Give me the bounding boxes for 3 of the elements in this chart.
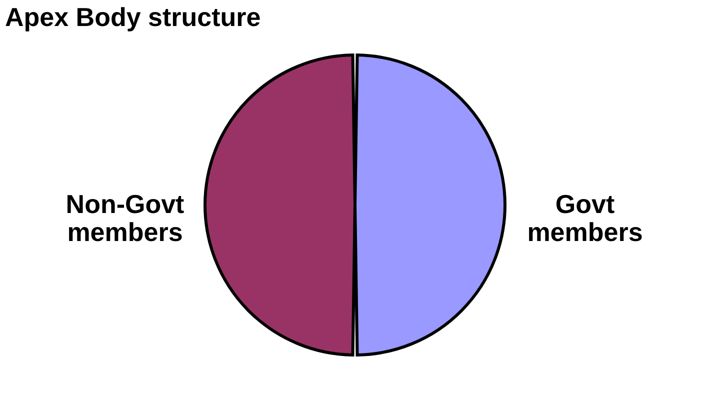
slice-label: Non-Govt members (66, 189, 185, 247)
chart-title: Apex Body structure (5, 2, 261, 32)
slice-label: Govt members (527, 189, 643, 247)
